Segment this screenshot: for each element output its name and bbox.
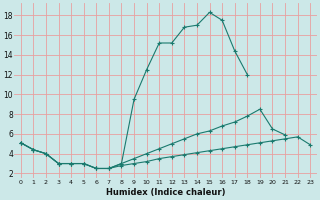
X-axis label: Humidex (Indice chaleur): Humidex (Indice chaleur) xyxy=(106,188,225,197)
